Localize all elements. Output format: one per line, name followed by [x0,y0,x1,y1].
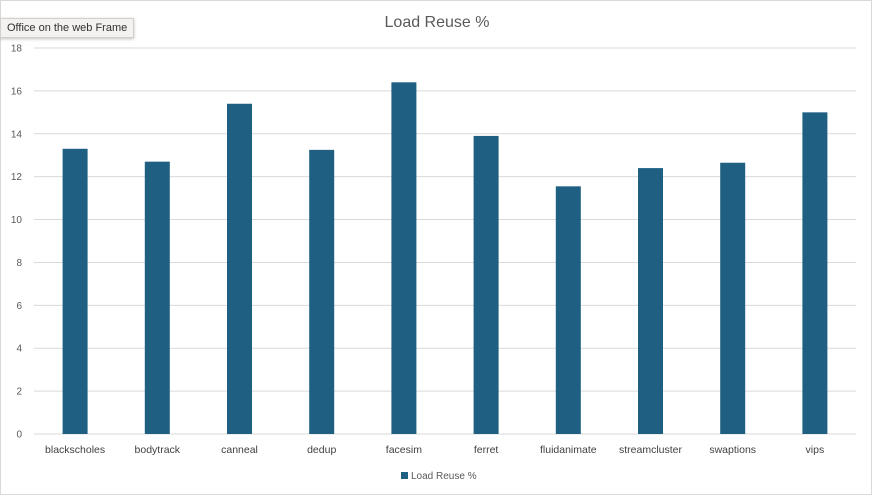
y-tick-label: 8 [16,258,22,269]
legend-swatch [401,472,408,479]
y-tick-label: 4 [16,344,22,355]
y-tick-label: 2 [16,387,22,398]
y-tick-label: 0 [16,430,22,441]
x-tick-label: fluidanimate [540,444,597,456]
bars [62,82,828,435]
gridlines [34,47,856,435]
x-axis-ticks: blackscholes bodytrack canneal dedup facesim… [45,444,824,456]
x-tick-label: blackscholes [45,444,105,456]
x-tick-label: bodytrack [135,444,181,456]
bar-vips[interactable] [802,112,828,434]
bar-dedup[interactable] [309,149,335,434]
x-tick-label: facesim [386,444,422,456]
bar-blackscholes[interactable] [62,148,88,435]
legend-label: Load Reuse % [411,471,477,482]
y-axis-ticks: 0 2 4 6 8 10 12 14 16 18 [11,44,23,441]
x-tick-label: dedup [307,444,336,456]
x-tick-label: streamcluster [619,444,683,456]
y-tick-label: 18 [11,44,23,55]
x-tick-label: canneal [221,444,258,456]
chart-title: Load Reuse % [385,14,490,31]
x-tick-label: ferret [474,444,499,456]
x-tick-label: swaptions [709,444,756,456]
bar-canneal[interactable] [227,103,252,434]
x-tick-label: vips [806,444,825,456]
bar-bodytrack[interactable] [144,161,170,434]
y-tick-label: 14 [11,129,23,140]
bar-facesim[interactable] [391,82,417,435]
bar-streamcluster[interactable] [638,168,663,435]
bar-ferret[interactable] [473,135,499,434]
y-tick-label: 12 [11,172,23,183]
bar-fluidanimate[interactable] [555,186,581,434]
bar-swaptions[interactable] [720,162,746,434]
frame-tooltip: Office on the web Frame [0,18,135,38]
y-tick-label: 16 [11,86,23,97]
legend: Load Reuse % [401,471,477,482]
y-tick-label: 10 [11,215,23,226]
y-tick-label: 6 [16,301,22,312]
